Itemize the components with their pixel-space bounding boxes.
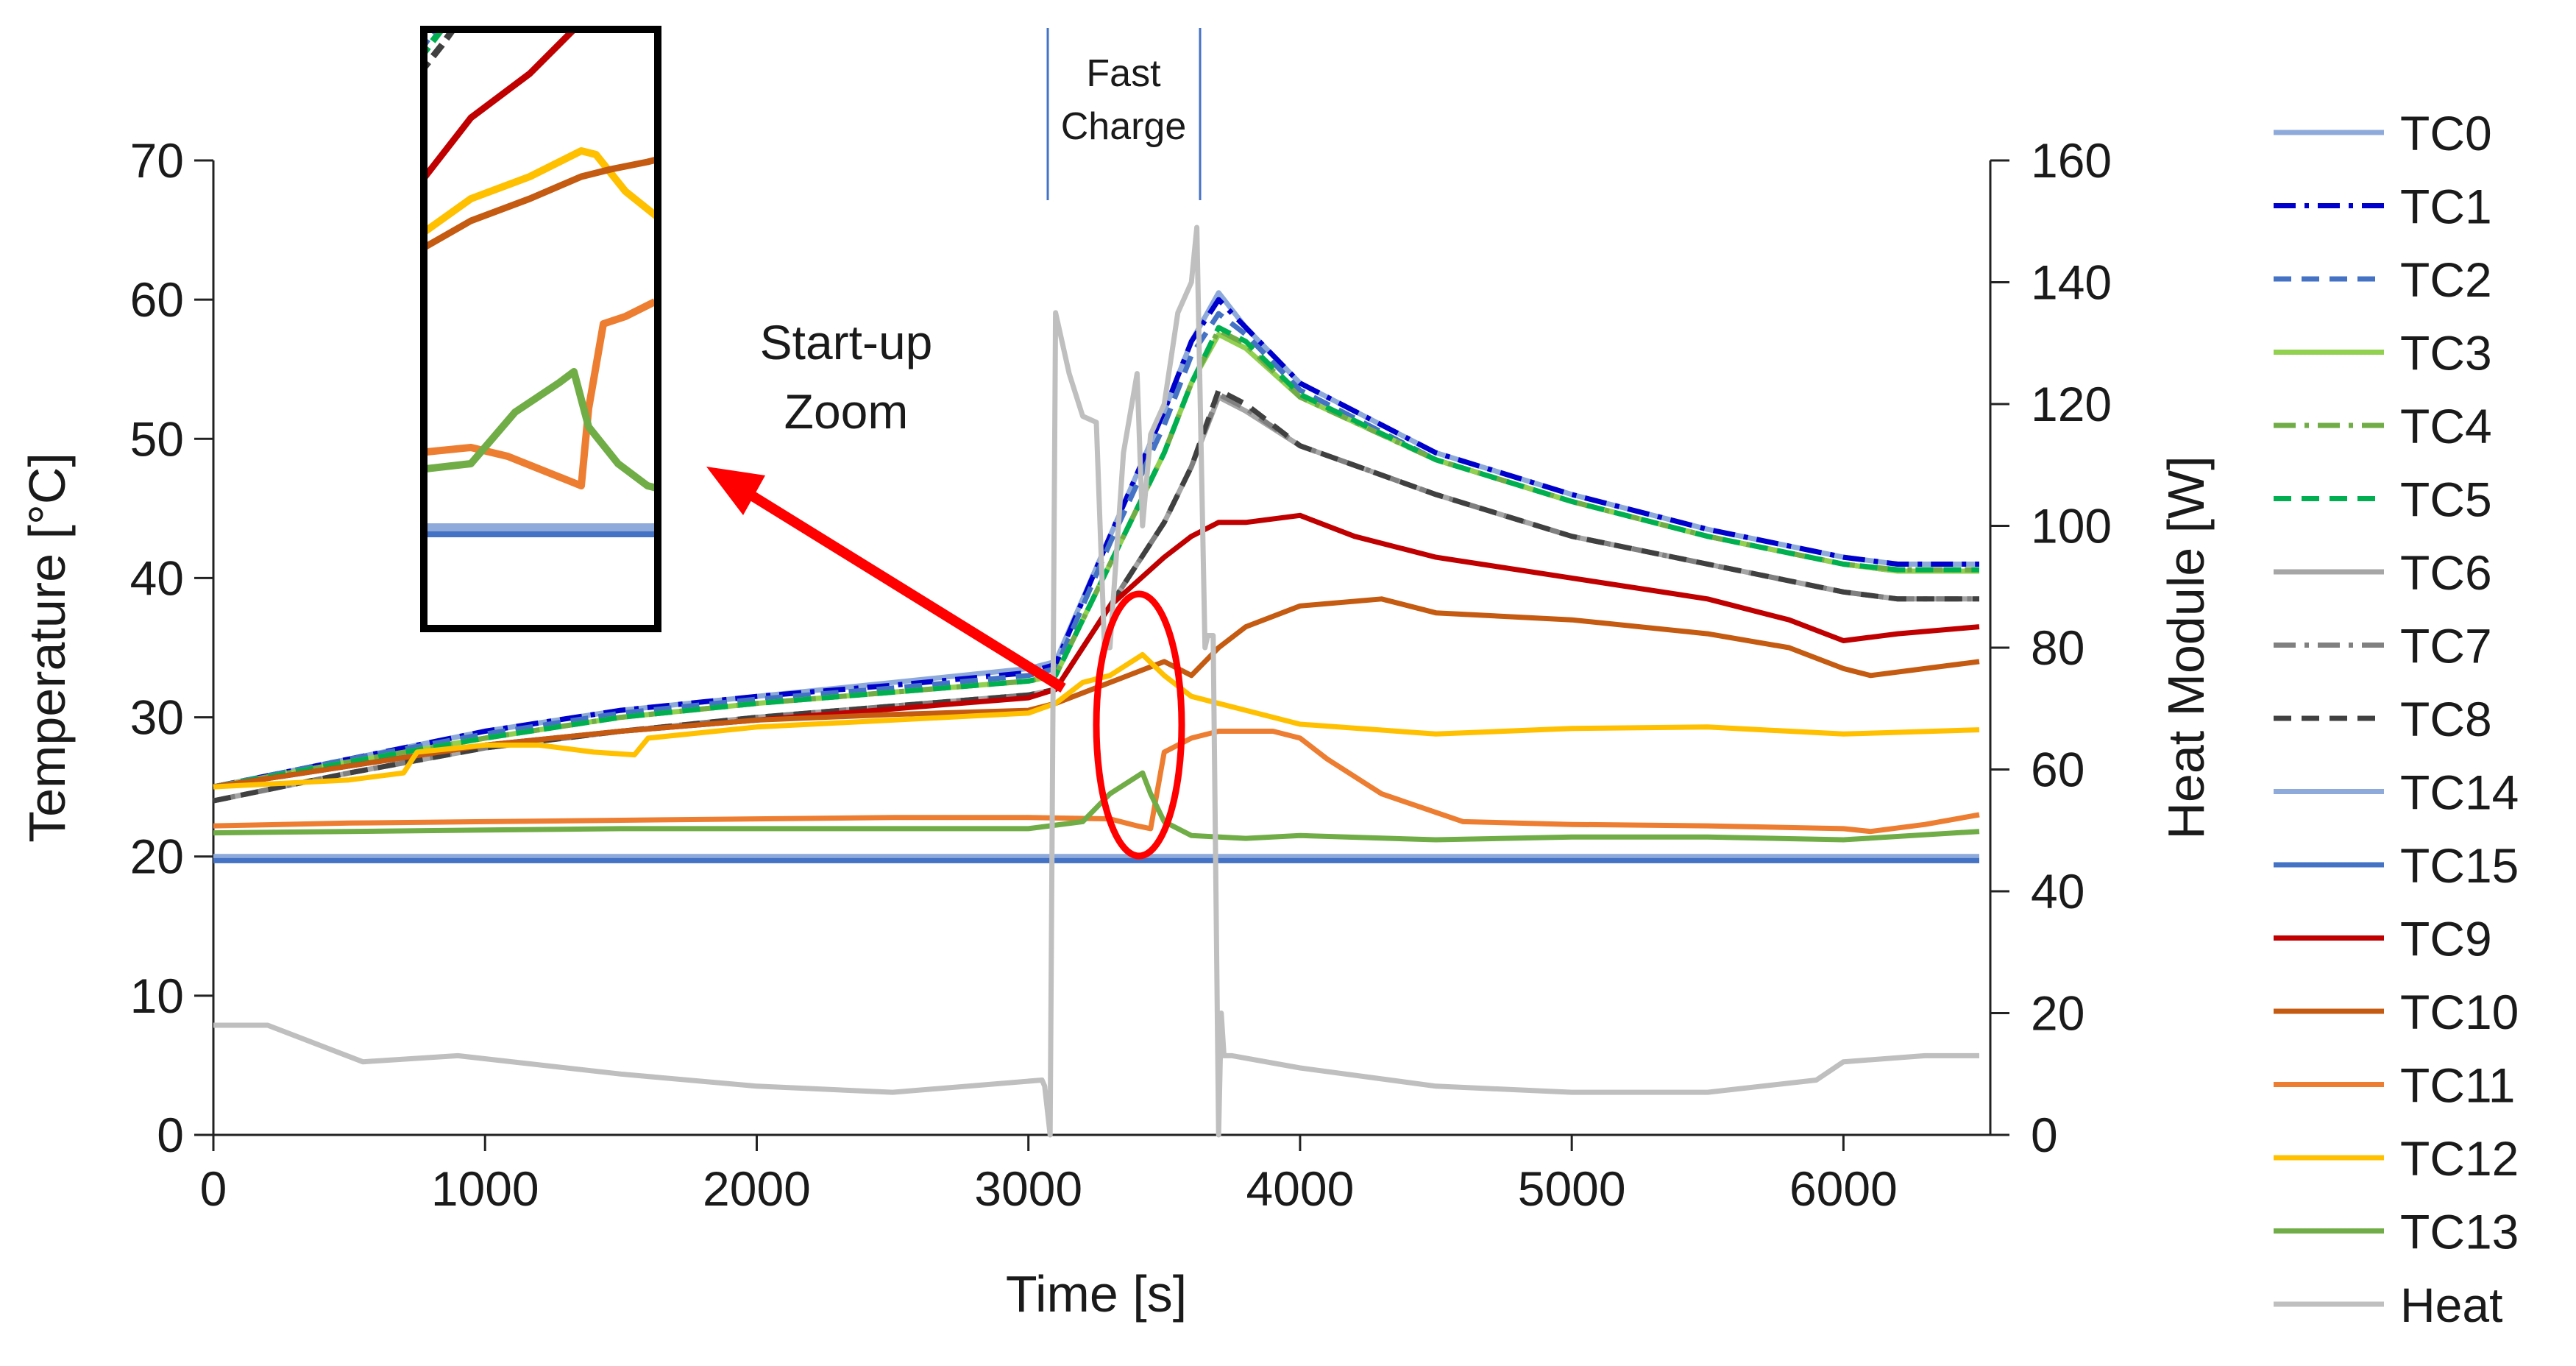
legend-item-tc14: TC14 — [2274, 765, 2519, 820]
axes: 0 10 20 30 40 50 60 70 0 20 40 60 80 100 120 140 160 0 100… — [18, 133, 2215, 1323]
fast-charge-label: Fast Charge — [1061, 52, 1187, 148]
startup-highlight-ellipse — [1093, 590, 1185, 860]
y-axis-title: Temperature [°C] — [18, 453, 76, 843]
series-line-tc10 — [213, 596, 1980, 790]
y-tick-label: 20 — [130, 829, 184, 884]
legend-label: TC2 — [2400, 252, 2492, 307]
legend-label: TC1 — [2400, 180, 2492, 234]
y2-axis-title: Heat Module [W] — [2157, 456, 2215, 839]
startup-zoom-label-line: Zoom — [784, 384, 909, 439]
startup-zoom-arrow-shaft — [740, 486, 1066, 693]
legend-item-tc5: TC5 — [2274, 473, 2492, 527]
series-line-tc12 — [213, 652, 1980, 790]
y2-tick-label: 0 — [2031, 1108, 2058, 1162]
legend-label: TC5 — [2400, 473, 2492, 527]
zoom-line-tc10 — [425, 156, 656, 251]
legend: TC0 TC1 TC2 TC3 TC4 TC5 TC6 TC7 TC8 TC14 TC15 TC9 TC… — [2274, 106, 2519, 1332]
y2-tick-label: 40 — [2031, 864, 2084, 919]
legend-label: TC3 — [2400, 326, 2492, 381]
y2-tick-label: 80 — [2031, 620, 2084, 675]
series-line-tc5 — [213, 325, 1979, 790]
series-line-tc11 — [213, 729, 1980, 835]
legend-item-tc2: TC2 — [2274, 252, 2492, 307]
y2-tick-label: 100 — [2031, 499, 2112, 553]
legend-label: TC13 — [2400, 1205, 2519, 1259]
y-tick-label: 70 — [130, 133, 184, 188]
y-tick-label: 10 — [130, 969, 184, 1023]
zoom-line-tc12 — [425, 147, 656, 236]
legend-item-tc10: TC10 — [2274, 985, 2519, 1039]
x-axis-title: Time [s] — [1006, 1265, 1187, 1323]
x-tick-label: 2000 — [703, 1161, 811, 1216]
fast-charge-label-line: Charge — [1061, 105, 1187, 148]
x-tick-label: 5000 — [1518, 1161, 1626, 1216]
y-tick-label: 50 — [130, 411, 184, 466]
zoom-inset-frame — [420, 26, 661, 632]
y2-tick-label: 20 — [2031, 986, 2084, 1041]
series-line-tc1 — [213, 297, 1979, 790]
legend-label: TC4 — [2400, 399, 2492, 453]
series-line-heat — [213, 224, 1979, 1138]
y-tick-label: 60 — [130, 272, 184, 327]
annotations: Fast Charge Start-up Zoom — [706, 28, 1202, 860]
y-tick-label: 40 — [130, 551, 184, 605]
legend-label: TC15 — [2400, 838, 2519, 893]
x-tick-label: 3000 — [974, 1161, 1082, 1216]
legend-label: TC11 — [2400, 1058, 2516, 1113]
zoom-line-tc9 — [425, 31, 577, 183]
legend-item-tc3: TC3 — [2274, 326, 2492, 381]
legend-label: TC7 — [2400, 619, 2492, 673]
x-tick-label: 4000 — [1246, 1161, 1355, 1216]
legend-item-tc9: TC9 — [2274, 912, 2492, 966]
x-tick-label: 1000 — [431, 1161, 539, 1216]
series-line-tc13 — [213, 770, 1980, 843]
startup-zoom-label-line: Start-up — [760, 315, 933, 369]
y2-tick-label: 120 — [2031, 377, 2112, 431]
legend-item-tc7: TC7 — [2274, 619, 2492, 673]
legend-item-tc6: TC6 — [2274, 545, 2492, 600]
legend-item-tc8: TC8 — [2274, 692, 2492, 746]
legend-label: Heat — [2400, 1278, 2502, 1332]
y2-tick-label: 140 — [2031, 255, 2112, 310]
x-tick-label: 6000 — [1789, 1161, 1898, 1216]
startup-zoom-arrow-head — [706, 467, 765, 515]
legend-item-tc13: TC13 — [2274, 1205, 2519, 1259]
legend-item-tc1: TC1 — [2274, 180, 2492, 234]
y2-tick-label: 60 — [2031, 743, 2084, 797]
y2-tick-label: 160 — [2031, 133, 2112, 188]
legend-label: TC12 — [2400, 1131, 2519, 1186]
legend-label: TC6 — [2400, 545, 2492, 600]
startup-zoom-label: Start-up Zoom — [760, 315, 933, 439]
zoom-line-tc13 — [425, 368, 656, 492]
legend-label: TC10 — [2400, 985, 2519, 1039]
y-tick-label: 0 — [157, 1108, 184, 1162]
series-layer — [213, 224, 1980, 1138]
fast-charge-label-line: Fast — [1086, 52, 1161, 95]
x-tick-label: 0 — [200, 1161, 227, 1216]
legend-item-heat: Heat — [2274, 1278, 2502, 1332]
legend-label: TC9 — [2400, 912, 2492, 966]
legend-item-tc12: TC12 — [2274, 1131, 2519, 1186]
legend-label: TC8 — [2400, 692, 2492, 746]
startup-zoom-inset — [420, 26, 661, 632]
legend-item-tc15: TC15 — [2274, 838, 2519, 893]
legend-item-tc0: TC0 — [2274, 106, 2492, 160]
legend-label: TC0 — [2400, 106, 2492, 160]
legend-item-tc11: TC11 — [2274, 1058, 2516, 1113]
zoom-inset-content — [425, 31, 656, 537]
legend-label: TC14 — [2400, 765, 2519, 820]
legend-item-tc4: TC4 — [2274, 399, 2492, 453]
y-tick-label: 30 — [130, 690, 184, 745]
